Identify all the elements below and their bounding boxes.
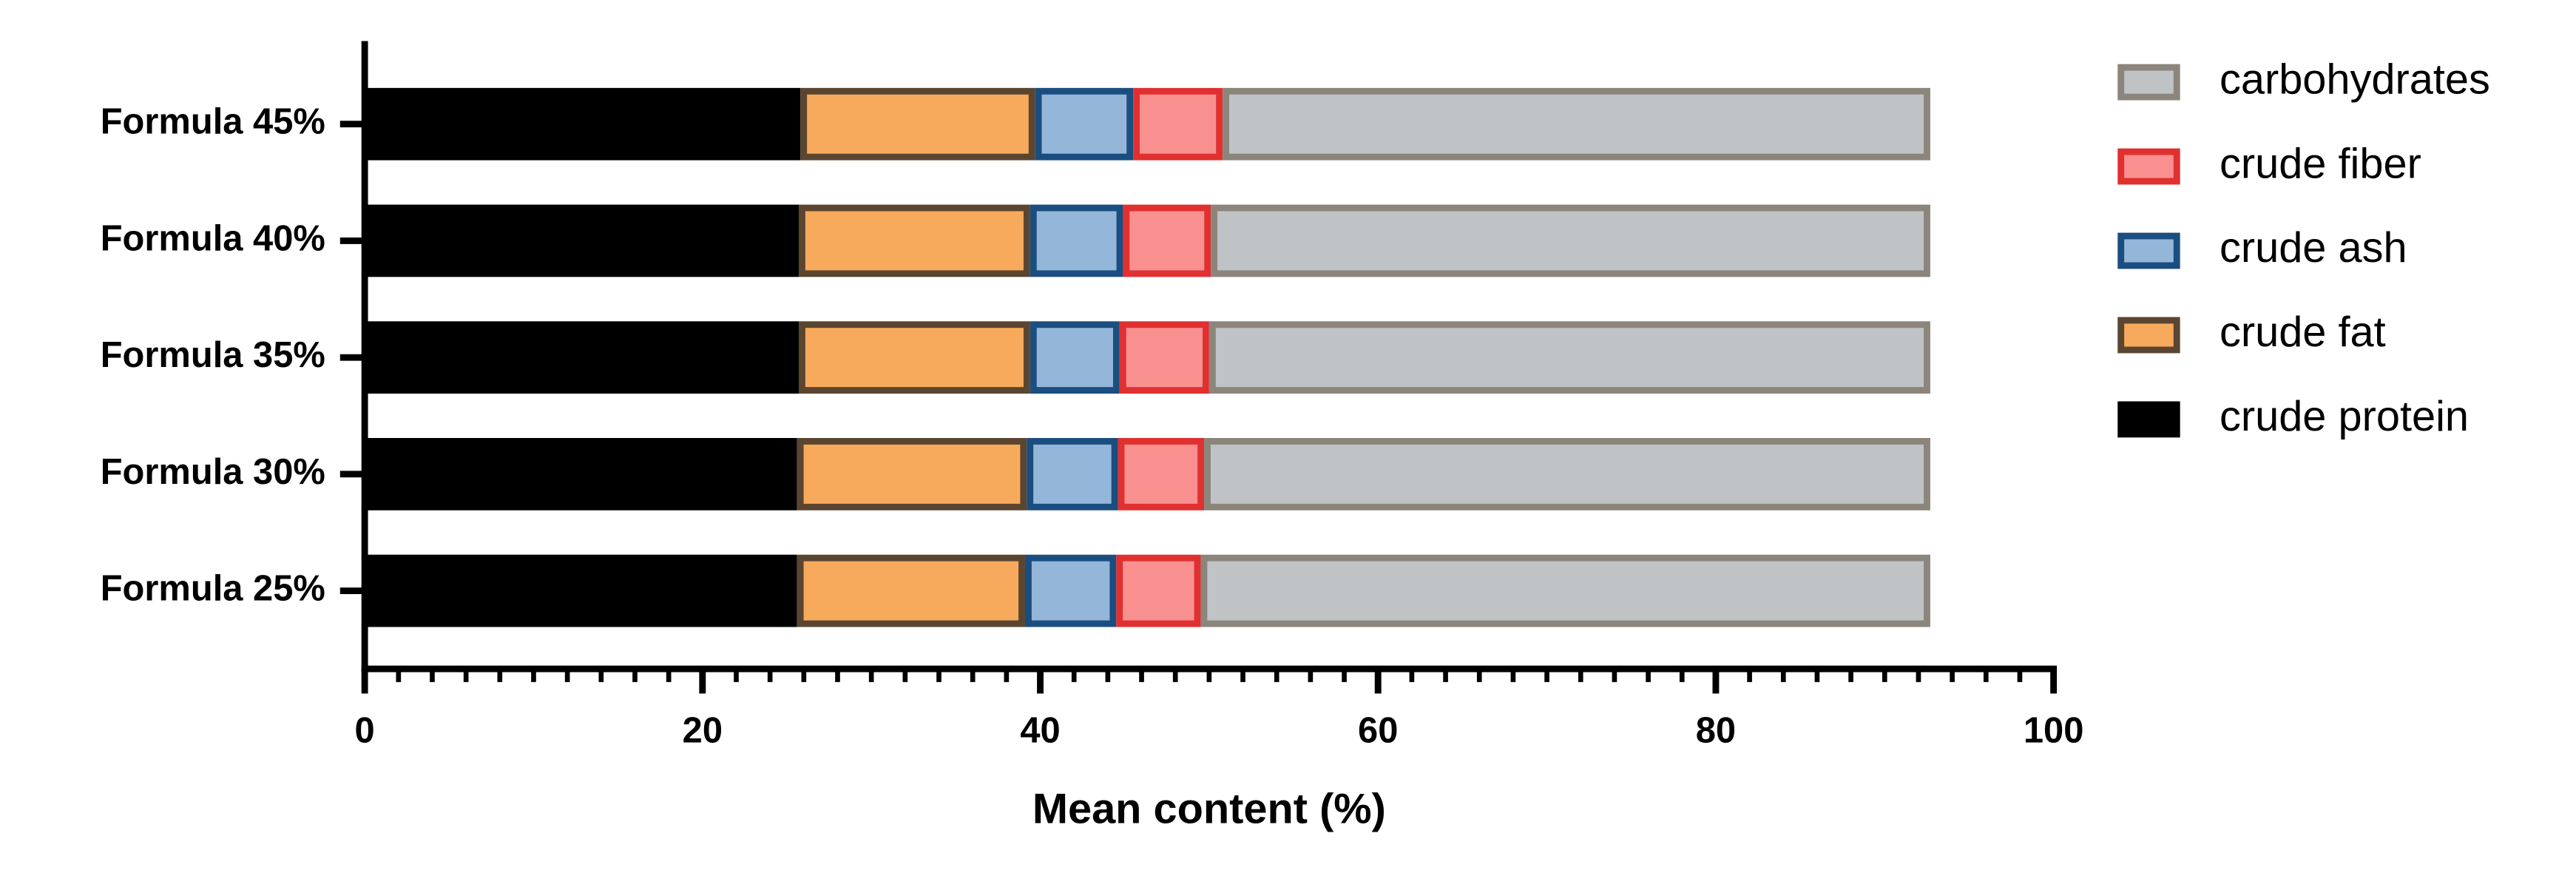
bar-segment [800,87,1035,161]
bar-segment [1211,204,1930,277]
bar-segment [365,554,797,627]
y-tick-label: Formula 35% [101,335,325,375]
x-tick-label: 80 [1696,711,1736,751]
bar-segment [1204,438,1930,511]
x-tick-label: 20 [683,711,723,751]
legend-swatch [2117,148,2180,185]
x-tick-label: 60 [1358,711,1398,751]
bar-segment [1035,87,1134,161]
bar-segment [798,321,1030,394]
legend-label: crude fiber [2220,140,2421,187]
bar-segment [365,204,799,277]
legend-swatch [2117,401,2180,438]
x-tick-label: 40 [1020,711,1060,751]
legend-label: crude ash [2220,224,2407,272]
bar-segment [1123,204,1211,277]
legend-label: crude protein [2220,393,2469,440]
bar-segment [1030,321,1120,394]
x-axis-title: Mean content (%) [1032,786,1386,833]
x-tick-label: 100 [2024,711,2084,751]
legend-label: crude fat [2220,309,2386,356]
bar-segment [1027,438,1118,511]
bar-segment [1200,554,1930,627]
bar-segment [1116,554,1201,627]
bar-segment [1208,321,1930,394]
bar-segment [1030,204,1123,277]
bar-segment [365,438,797,511]
bar-segment [365,321,799,394]
bar-segment [797,438,1027,511]
bar-segment [1118,438,1205,511]
legend-label: carbohydrates [2220,55,2490,103]
bar-segment [1223,87,1930,161]
y-tick-label: Formula 30% [101,452,325,492]
bar-segment [1119,321,1209,394]
legend-swatch [2117,64,2180,101]
x-tick-label: 0 [355,711,375,751]
bar-segment [365,87,801,161]
y-tick-label: Formula 45% [101,102,325,142]
bar-segment [798,204,1030,277]
bar-segment [1024,554,1117,627]
bar-segment [797,554,1025,627]
y-tick-label: Formula 40% [101,218,325,258]
bar-segment [1133,87,1223,161]
legend-swatch [2117,317,2180,354]
legend-swatch [2117,232,2180,269]
y-tick-label: Formula 25% [101,568,325,608]
